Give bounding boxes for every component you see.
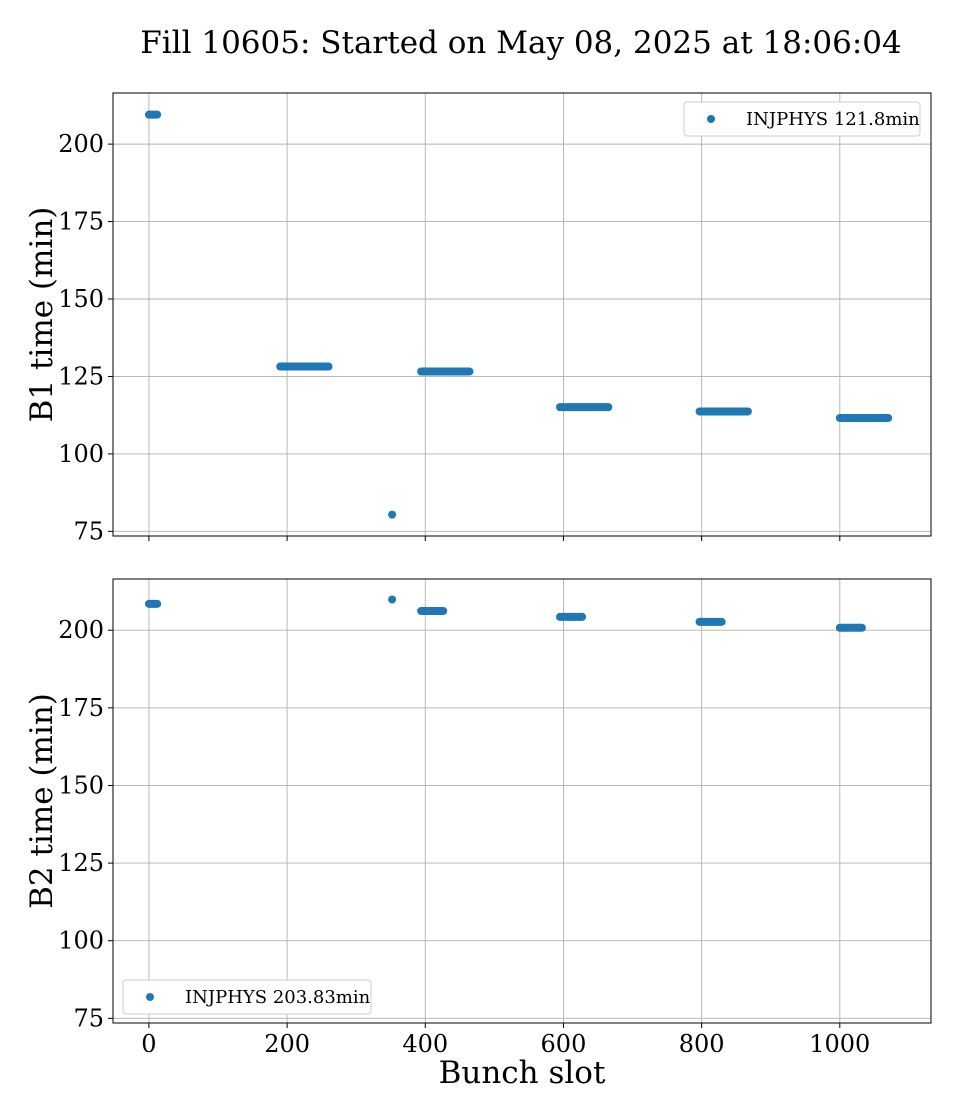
- data-point: [388, 510, 397, 519]
- y-tick-label: 150: [58, 285, 104, 313]
- legend-label: INJPHYS 203.83min: [185, 987, 371, 1008]
- legend-marker: [146, 993, 154, 1001]
- y-axis-label: B1 time (min): [24, 207, 60, 423]
- x-tick-label: 400: [402, 1030, 448, 1058]
- y-axis-label: B2 time (min): [24, 693, 60, 909]
- axes-frame: [112, 578, 932, 1024]
- y-tick-label: 200: [58, 130, 104, 158]
- panel-1: 75 100 125 150 175 200 B1 time (min) INJPHYS 12…: [24, 92, 932, 545]
- y-tick-label: 75: [73, 517, 104, 545]
- legend: INJPHYS 203.83min: [122, 979, 372, 1015]
- panel-2: 0 200 400 600 800 1000 75 100 125 150 175 200 B2 tim…: [24, 578, 932, 1091]
- x-tick-label: 1000: [809, 1030, 870, 1058]
- y-tick-label: 100: [58, 927, 104, 955]
- y-tick-label: 175: [58, 694, 104, 722]
- figure-title: Fill 10605: Started on May 08, 2025 at 1…: [140, 25, 902, 61]
- y-tick-label: 200: [58, 616, 104, 644]
- legend-label: INJPHYS 121.8min: [746, 109, 920, 130]
- y-tick-label: 125: [58, 362, 104, 390]
- x-tick-label: 200: [264, 1030, 310, 1058]
- axes-frame: [112, 92, 932, 537]
- x-tick-label: 600: [541, 1030, 587, 1058]
- legend: INJPHYS 121.8min: [683, 101, 921, 137]
- x-axis-label: Bunch slot: [439, 1055, 606, 1091]
- x-tick-label: 0: [141, 1030, 156, 1058]
- y-tick-label: 175: [58, 208, 104, 236]
- y-tick-label: 125: [58, 849, 104, 877]
- y-tick-label: 150: [58, 771, 104, 799]
- y-tick-label: 100: [58, 440, 104, 468]
- legend-box: [122, 979, 372, 1015]
- y-tick-label: 75: [73, 1004, 104, 1032]
- legend-box: [683, 101, 921, 137]
- x-tick-label: 800: [679, 1030, 725, 1058]
- legend-marker: [707, 115, 715, 123]
- data-point: [388, 595, 397, 604]
